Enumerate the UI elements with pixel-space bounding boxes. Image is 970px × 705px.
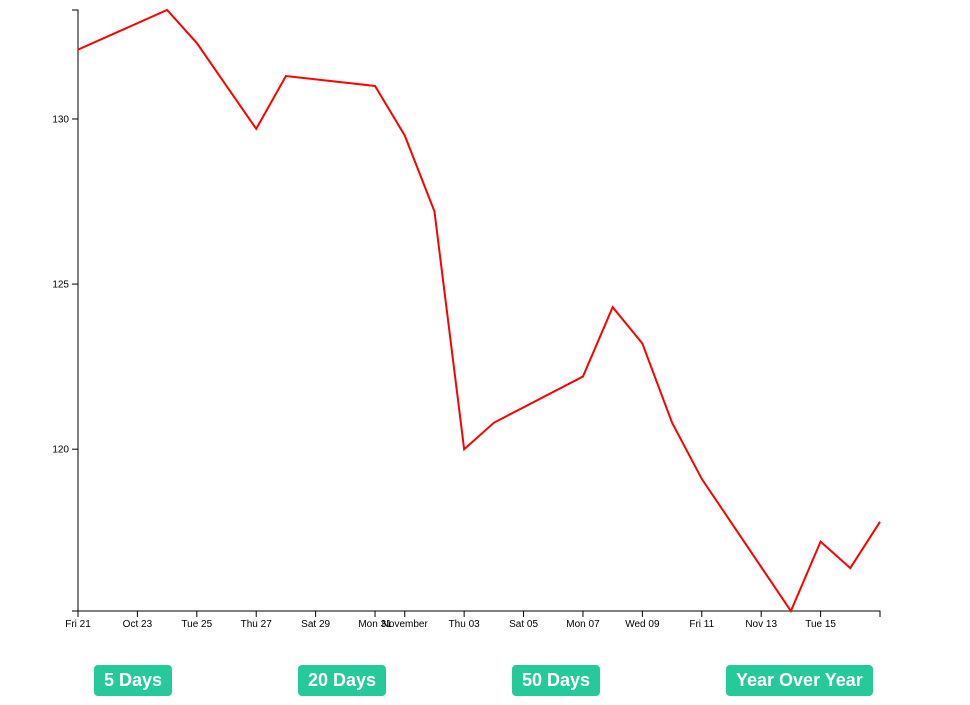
x-tick-label: November	[382, 619, 429, 630]
y-tick-label: 130	[52, 114, 69, 125]
x-tick-label: Thu 03	[449, 619, 481, 630]
x-tick-label: Oct 23	[123, 619, 153, 630]
x-tick-label: Fri 21	[65, 619, 91, 630]
range-button[interactable]: Year Over Year	[726, 665, 873, 696]
range-button[interactable]: 50 Days	[512, 665, 601, 696]
y-axis	[72, 9, 79, 612]
x-tick-label: Tue 25	[181, 619, 212, 630]
range-button[interactable]: 5 Days	[94, 665, 173, 696]
x-tick-label: Fri 11	[689, 619, 714, 630]
x-tick-label: Sat 05	[509, 619, 538, 630]
x-tick-label: Wed 09	[625, 619, 660, 630]
y-tick-label: 120	[52, 445, 69, 456]
x-tick-label: Sat 29	[301, 619, 330, 630]
x-tick-label: Mon 07	[566, 619, 600, 630]
x-tick-label: Tue 15	[805, 619, 836, 630]
range-button[interactable]: 20 Days	[298, 665, 387, 696]
x-tick-label: Nov 13	[745, 619, 777, 630]
x-tick-label: Mon 31	[358, 619, 392, 630]
x-tick-label: Thu 27	[241, 619, 273, 630]
y-tick-label: 125	[52, 280, 69, 291]
line	[77, 8, 881, 614]
chart: 120 125 130 Fri 21 Oct 23 Tue 25 Thu 27 Sat 29 M…	[52, 8, 881, 630]
x-axis	[77, 610, 881, 617]
